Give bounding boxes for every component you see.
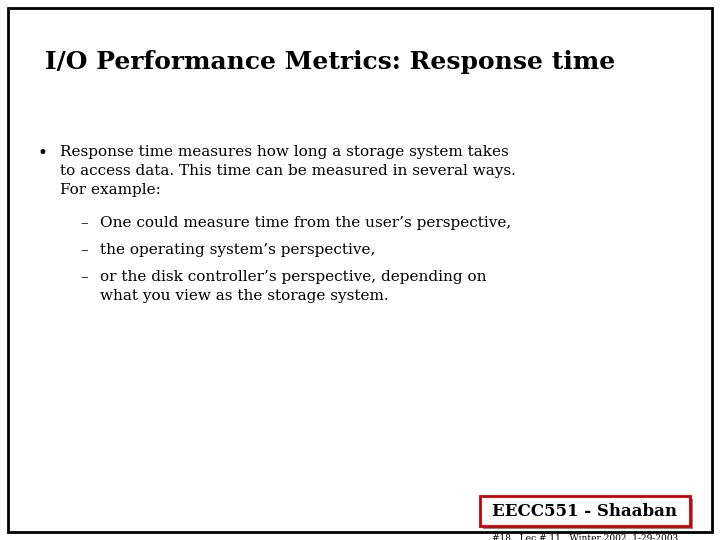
Text: For example:: For example: (60, 183, 161, 197)
Text: the operating system’s perspective,: the operating system’s perspective, (100, 243, 375, 257)
Text: to access data. This time can be measured in several ways.: to access data. This time can be measure… (60, 164, 516, 178)
Text: what you view as the storage system.: what you view as the storage system. (100, 289, 389, 303)
Text: –: – (80, 270, 88, 284)
FancyBboxPatch shape (480, 496, 690, 526)
Text: or the disk controller’s perspective, depending on: or the disk controller’s perspective, de… (100, 270, 487, 284)
FancyBboxPatch shape (483, 499, 693, 529)
Text: I/O Performance Metrics: Response time: I/O Performance Metrics: Response time (45, 50, 616, 74)
Text: One could measure time from the user’s perspective,: One could measure time from the user’s p… (100, 216, 511, 230)
Text: EECC551 - Shaaban: EECC551 - Shaaban (492, 503, 678, 519)
Text: •: • (38, 145, 48, 162)
FancyBboxPatch shape (8, 8, 712, 532)
Text: –: – (80, 243, 88, 257)
Text: #18   Lec # 11   Winter 2002  1-29-2003: #18 Lec # 11 Winter 2002 1-29-2003 (492, 534, 678, 540)
Text: –: – (80, 216, 88, 230)
Text: Response time measures how long a storage system takes: Response time measures how long a storag… (60, 145, 509, 159)
